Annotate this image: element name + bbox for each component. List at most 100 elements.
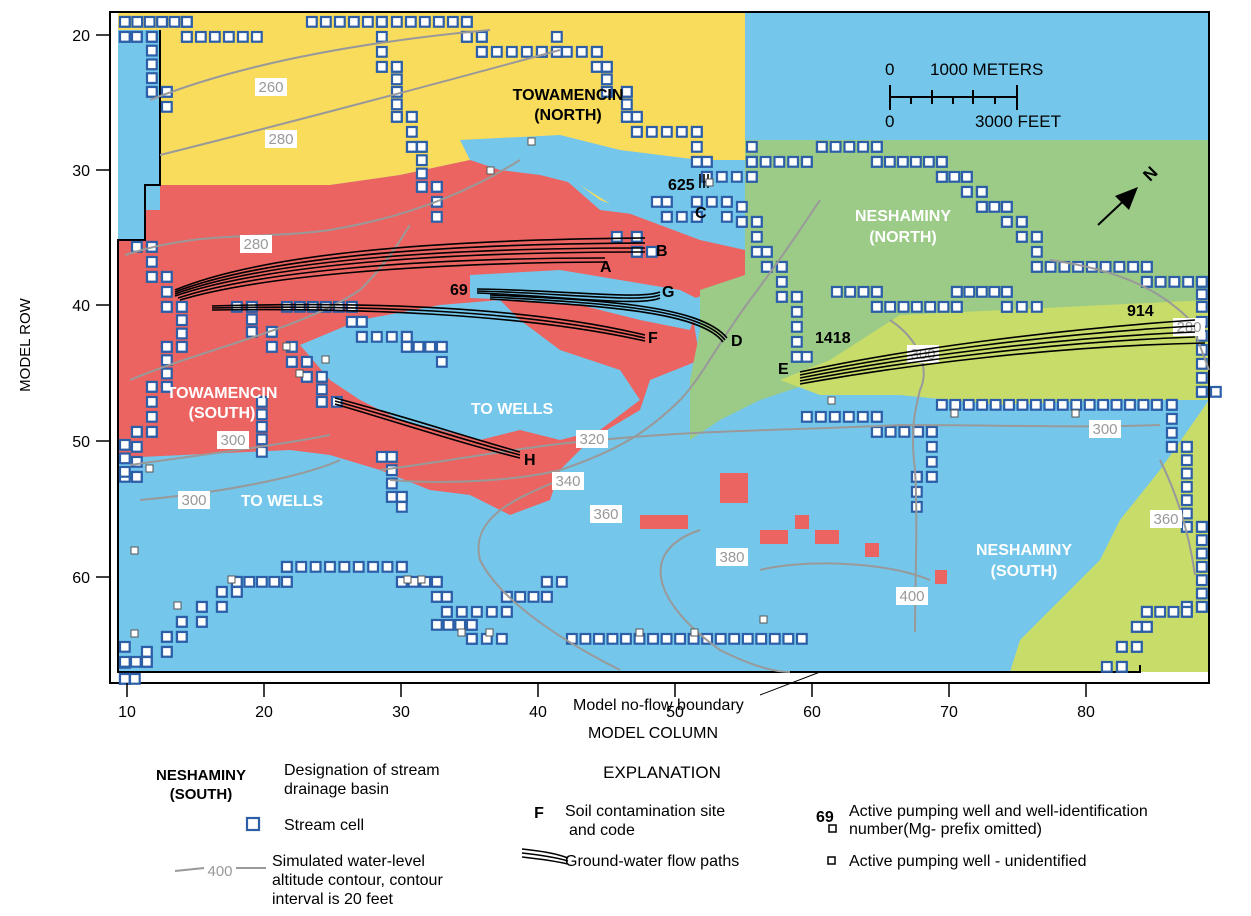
stream-cell [145, 58, 158, 71]
to-wells-label: TO WELLS [471, 401, 554, 418]
stream-cell [514, 590, 527, 603]
stream-cell [790, 335, 803, 348]
stream-cell [975, 285, 988, 298]
stream-cell [949, 398, 962, 411]
contour-label: 360 [593, 506, 618, 523]
stream-cell [1195, 275, 1208, 288]
stream-cell [442, 618, 455, 631]
contour-line-280b [124, 159, 521, 256]
stream-cell [145, 270, 158, 283]
stream-cell [215, 585, 228, 598]
stream-cell [590, 45, 603, 58]
stream-cell [1168, 275, 1181, 288]
stream-cell [347, 15, 360, 28]
stream-cell [1140, 275, 1153, 288]
stream-cell [690, 125, 703, 138]
stream-cell [255, 433, 268, 446]
stream-cell [485, 605, 498, 618]
stream-cell [454, 618, 467, 631]
stream-cell [245, 325, 258, 338]
stream-cell [319, 15, 332, 28]
x-tick-label: 60 [803, 704, 821, 721]
stream-cell [647, 632, 659, 645]
legend-stream-cell-icon [245, 816, 261, 832]
stream-cell [1195, 600, 1208, 613]
legend-site-sample: F [534, 805, 544, 822]
stream-cell [975, 185, 988, 198]
stream-cell [1180, 605, 1193, 618]
stream-cell [1044, 260, 1057, 273]
stream-cell [960, 185, 973, 198]
stream-cell [295, 560, 308, 573]
stream-cell [175, 340, 188, 353]
zone-neshaminy-south [1010, 400, 1209, 672]
stream-cell [950, 300, 963, 313]
stream-cell [782, 632, 795, 645]
contour-line-260 [149, 29, 491, 101]
stream-cell [505, 45, 518, 58]
stream-cell [660, 195, 673, 208]
stream-cell [370, 330, 383, 343]
stream-cell [814, 410, 827, 423]
contour-label: 400 [899, 588, 924, 605]
stream-cell [1097, 398, 1110, 411]
red-cell [720, 473, 748, 503]
legend-contour-text: Simulated water-level [272, 853, 425, 870]
stream-cell [435, 355, 448, 368]
site-label-c: C [695, 205, 707, 222]
stream-cell [690, 195, 703, 208]
stream-cell [1015, 300, 1028, 313]
stream-cell [1030, 260, 1043, 273]
stream-cell [925, 470, 938, 483]
stream-cell [145, 380, 158, 393]
stream-cell [280, 560, 293, 573]
legend-title: EXPLANATION [603, 763, 721, 782]
stream-cell [130, 455, 143, 468]
stream-cell [160, 285, 173, 298]
stream-cell [415, 154, 428, 167]
legend-basin-text-2: drainage basin [284, 781, 389, 798]
stream-cell [857, 140, 870, 153]
site-label-a: A [600, 259, 612, 276]
stream-cell [700, 155, 713, 168]
stream-cell [208, 30, 221, 43]
stream-cell [1130, 620, 1143, 633]
stream-cell [735, 215, 748, 228]
stream-cell [250, 30, 263, 43]
contour-line-280 [159, 49, 561, 156]
stream-cell [1000, 200, 1013, 213]
stream-cell [1195, 520, 1208, 533]
stream-cell [145, 30, 158, 43]
stream-cell [1195, 385, 1208, 398]
stream-cell [381, 560, 394, 573]
scale-zero-bottom: 0 [885, 112, 894, 131]
x-axis: 10 20 30 40 50 60 70 80 [118, 683, 1095, 721]
stream-cell [645, 245, 658, 258]
stream-cell [856, 410, 869, 423]
contour-line-360 [477, 479, 621, 671]
stream-cell [527, 590, 540, 603]
stream-cell [160, 380, 173, 393]
stream-cell [910, 470, 923, 483]
stream-cell [1113, 260, 1126, 273]
site-label-d: D [731, 333, 743, 350]
stream-cell [195, 600, 208, 613]
well-label-914: 914 [1127, 303, 1154, 320]
site-label-f: F [648, 330, 658, 347]
stream-cell [1195, 300, 1208, 313]
stream-cell [1083, 398, 1096, 411]
stream-cell [385, 450, 398, 463]
contour-label: 300 [181, 492, 206, 509]
stream-cell [550, 30, 563, 43]
legend-well-icon [828, 824, 837, 833]
stream-cell [1000, 215, 1013, 228]
basin-label-neshaminy-south-sub: (SOUTH) [991, 563, 1058, 580]
stream-cell [315, 383, 328, 396]
stream-cell [720, 195, 733, 208]
stream-cell [375, 450, 388, 463]
stream-cell [1000, 285, 1013, 298]
stream-cell [405, 140, 418, 153]
zone-to-wells-inner [300, 300, 640, 440]
contour-labels: 260 280 280 280 300 300 300 300 320 340 … [178, 78, 1205, 605]
stream-cell [579, 632, 592, 645]
